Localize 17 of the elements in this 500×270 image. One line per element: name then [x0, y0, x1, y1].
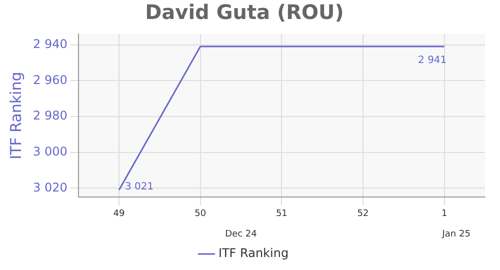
text: Jan 25 — [441, 229, 470, 240]
text: Dec 24 — [225, 229, 258, 240]
x-tick-label: 52 — [357, 208, 369, 219]
chart-title: David Guta (ROU) — [145, 0, 344, 24]
data-label: 2 941 — [418, 55, 447, 66]
data-label: 3 021 — [125, 182, 154, 193]
x-tick-label: 49 — [113, 208, 126, 219]
y-tick-label: 3 020 — [32, 180, 68, 194]
y-tick-label: 2 940 — [32, 36, 68, 51]
x-tick-label: 1 — [441, 208, 448, 219]
x-tick-label: 51 — [276, 208, 288, 219]
y-tick-label: 2 980 — [32, 108, 68, 123]
y-tick-label: 3 000 — [32, 144, 68, 158]
legend-label: ITF Ranking — [218, 246, 289, 260]
x-tick-label: 50 — [194, 208, 206, 219]
y-axis-title: ITF Ranking — [6, 72, 25, 160]
y-tick-label: 2 960 — [32, 72, 68, 87]
